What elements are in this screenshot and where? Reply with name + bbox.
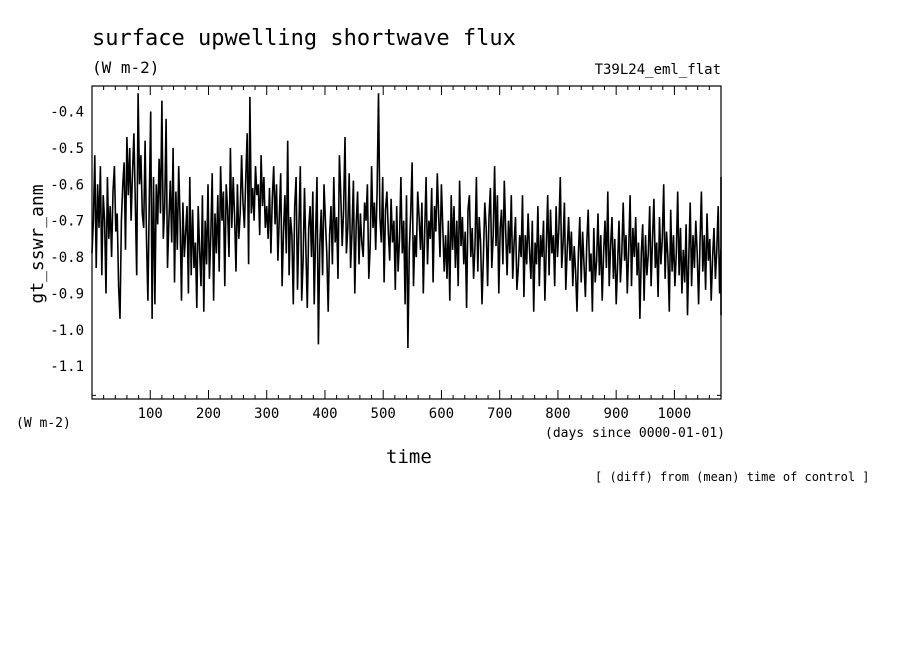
y-tick-label: -0.9 bbox=[50, 286, 84, 302]
series-line-0 bbox=[91, 93, 722, 349]
x-tick-label: 600 bbox=[429, 406, 454, 422]
chart-units: (W m-2) bbox=[92, 58, 160, 77]
x-tick-label: 400 bbox=[312, 406, 337, 422]
x-tick-label: 1000 bbox=[658, 406, 692, 422]
x-tick-label: 900 bbox=[604, 406, 629, 422]
x-axis-units: (days since 0000-01-01) bbox=[545, 426, 726, 441]
x-tick-label: 800 bbox=[545, 406, 570, 422]
x-tick-label: 300 bbox=[254, 406, 279, 422]
tick-layer bbox=[92, 86, 721, 399]
x-axis-label: time bbox=[386, 446, 432, 468]
y-tick-label: -1.0 bbox=[50, 323, 84, 339]
tick-label-layer: 100 200 300 400 500 600 700 800 900 1000 -0.4 -0.5 -… bbox=[50, 104, 691, 422]
y-tick-label: -0.5 bbox=[50, 141, 84, 157]
x-tick-label: 100 bbox=[138, 406, 163, 422]
x-tick-label: 200 bbox=[196, 406, 221, 422]
x-tick-label: 700 bbox=[487, 406, 512, 422]
y-tick-label: -0.6 bbox=[50, 177, 84, 193]
comparison-note: [ (diff) from (mean) time of control ] bbox=[595, 470, 870, 484]
series-layer bbox=[91, 93, 722, 349]
y-tick-label: -0.8 bbox=[50, 250, 84, 266]
y-tick-label: -0.4 bbox=[50, 104, 84, 120]
plot-frame bbox=[91, 85, 722, 400]
y-tick-label: -1.1 bbox=[50, 359, 84, 375]
chart-title: surface upwelling shortwave flux bbox=[92, 26, 516, 51]
y-tick-label: -0.7 bbox=[50, 214, 84, 230]
x-tick-label: 500 bbox=[371, 406, 396, 422]
run-label: T39L24_eml_flat bbox=[594, 62, 721, 78]
y-axis-units: (W m-2) bbox=[16, 416, 71, 431]
